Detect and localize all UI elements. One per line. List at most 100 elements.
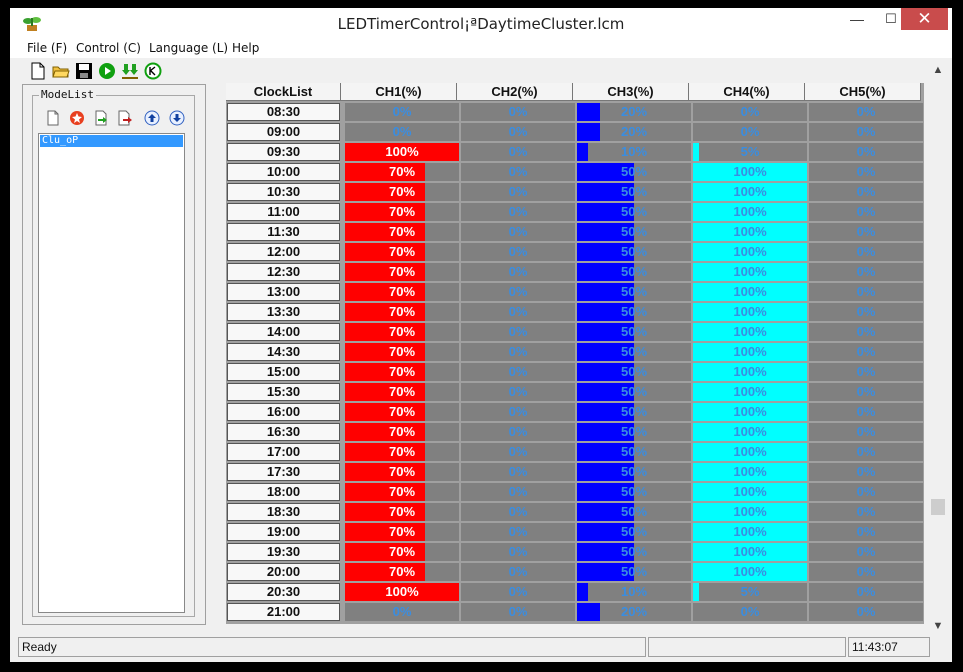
channel-1-cell[interactable]: 70% — [345, 163, 459, 181]
channel-3-cell[interactable]: 50% — [577, 283, 691, 301]
scroll-down-arrow[interactable]: ▼ — [932, 620, 944, 632]
channel-4-cell[interactable]: 100% — [693, 303, 807, 321]
menu-control[interactable]: Control (C) — [76, 41, 141, 55]
channel-3-cell[interactable]: 50% — [577, 243, 691, 261]
new-mode-icon[interactable] — [45, 110, 61, 126]
channel-3-cell[interactable]: 50% — [577, 163, 691, 181]
channel-3-cell[interactable]: 50% — [577, 203, 691, 221]
channel-2-cell[interactable]: 0% — [461, 523, 575, 541]
channel-1-cell[interactable]: 70% — [345, 323, 459, 341]
channel-1-cell[interactable]: 0% — [345, 123, 459, 141]
column-header-ch5[interactable]: CH5(%) — [805, 83, 921, 101]
clock-time-cell[interactable]: 20:00 — [227, 563, 340, 581]
channel-4-cell[interactable]: 100% — [693, 183, 807, 201]
channel-4-cell[interactable]: 100% — [693, 503, 807, 521]
channel-2-cell[interactable]: 0% — [461, 563, 575, 581]
clock-time-cell[interactable]: 15:30 — [227, 383, 340, 401]
clock-time-cell[interactable]: 17:00 — [227, 443, 340, 461]
clock-time-cell[interactable]: 08:30 — [227, 103, 340, 121]
channel-2-cell[interactable]: 0% — [461, 243, 575, 261]
channel-1-cell[interactable]: 70% — [345, 423, 459, 441]
channel-1-cell[interactable]: 100% — [345, 583, 459, 601]
column-header-clocklist[interactable]: ClockList — [226, 83, 341, 101]
clock-time-cell[interactable]: 10:00 — [227, 163, 340, 181]
channel-2-cell[interactable]: 0% — [461, 283, 575, 301]
channel-5-cell[interactable]: 0% — [809, 583, 923, 601]
channel-2-cell[interactable]: 0% — [461, 203, 575, 221]
column-header-ch2[interactable]: CH2(%) — [457, 83, 573, 101]
channel-4-cell[interactable]: 100% — [693, 523, 807, 541]
channel-3-cell[interactable]: 50% — [577, 443, 691, 461]
channel-4-cell[interactable]: 100% — [693, 203, 807, 221]
channel-4-cell[interactable]: 100% — [693, 223, 807, 241]
channel-2-cell[interactable]: 0% — [461, 143, 575, 161]
clock-time-cell[interactable]: 14:30 — [227, 343, 340, 361]
close-button[interactable]: ✕ — [901, 8, 948, 30]
channel-4-cell[interactable]: 100% — [693, 383, 807, 401]
open-folder-icon[interactable] — [52, 62, 70, 80]
delete-mode-icon[interactable] — [69, 110, 85, 126]
channel-3-cell[interactable]: 50% — [577, 383, 691, 401]
import-icon[interactable] — [93, 110, 109, 126]
move-down-icon[interactable] — [169, 110, 185, 126]
channel-3-cell[interactable]: 50% — [577, 183, 691, 201]
channel-3-cell[interactable]: 20% — [577, 123, 691, 141]
channel-5-cell[interactable]: 0% — [809, 203, 923, 221]
minimize-button[interactable]: — — [850, 11, 864, 27]
channel-2-cell[interactable]: 0% — [461, 603, 575, 621]
channel-5-cell[interactable]: 0% — [809, 403, 923, 421]
channel-2-cell[interactable]: 0% — [461, 483, 575, 501]
clock-time-cell[interactable]: 10:30 — [227, 183, 340, 201]
new-file-icon[interactable] — [29, 62, 47, 80]
channel-4-cell[interactable]: 100% — [693, 543, 807, 561]
mode-list-item-selected[interactable]: Clu_oP — [40, 135, 183, 147]
channel-3-cell[interactable]: 50% — [577, 343, 691, 361]
clock-time-cell[interactable]: 19:30 — [227, 543, 340, 561]
clock-time-cell[interactable]: 19:00 — [227, 523, 340, 541]
channel-5-cell[interactable]: 0% — [809, 303, 923, 321]
channel-5-cell[interactable]: 0% — [809, 383, 923, 401]
clock-time-cell[interactable]: 12:30 — [227, 263, 340, 281]
move-up-icon[interactable] — [144, 110, 160, 126]
clock-time-cell[interactable]: 16:30 — [227, 423, 340, 441]
channel-4-cell[interactable]: 100% — [693, 423, 807, 441]
channel-1-cell[interactable]: 70% — [345, 523, 459, 541]
menu-help[interactable]: Help — [232, 41, 260, 55]
channel-1-cell[interactable]: 70% — [345, 363, 459, 381]
channel-1-cell[interactable]: 70% — [345, 343, 459, 361]
channel-4-cell[interactable]: 100% — [693, 463, 807, 481]
channel-5-cell[interactable]: 0% — [809, 123, 923, 141]
channel-3-cell[interactable]: 50% — [577, 563, 691, 581]
channel-3-cell[interactable]: 20% — [577, 603, 691, 621]
clock-time-cell[interactable]: 12:00 — [227, 243, 340, 261]
channel-1-cell[interactable]: 70% — [345, 563, 459, 581]
channel-3-cell[interactable]: 50% — [577, 303, 691, 321]
channel-5-cell[interactable]: 0% — [809, 483, 923, 501]
channel-2-cell[interactable]: 0% — [461, 423, 575, 441]
channel-5-cell[interactable]: 0% — [809, 343, 923, 361]
clock-time-cell[interactable]: 17:30 — [227, 463, 340, 481]
menu-file[interactable]: File (F) — [27, 41, 68, 55]
channel-3-cell[interactable]: 10% — [577, 143, 691, 161]
clock-time-cell[interactable]: 13:00 — [227, 283, 340, 301]
channel-1-cell[interactable]: 0% — [345, 603, 459, 621]
clock-icon[interactable] — [144, 62, 162, 80]
channel-2-cell[interactable]: 0% — [461, 223, 575, 241]
channel-1-cell[interactable]: 0% — [345, 103, 459, 121]
clock-time-cell[interactable]: 11:00 — [227, 203, 340, 221]
channel-4-cell[interactable]: 100% — [693, 283, 807, 301]
channel-2-cell[interactable]: 0% — [461, 443, 575, 461]
channel-1-cell[interactable]: 70% — [345, 203, 459, 221]
channel-3-cell[interactable]: 50% — [577, 483, 691, 501]
play-icon[interactable] — [98, 62, 116, 80]
channel-5-cell[interactable]: 0% — [809, 143, 923, 161]
channel-5-cell[interactable]: 0% — [809, 503, 923, 521]
channel-5-cell[interactable]: 0% — [809, 323, 923, 341]
clock-time-cell[interactable]: 20:30 — [227, 583, 340, 601]
clock-time-cell[interactable]: 09:30 — [227, 143, 340, 161]
mode-list[interactable]: Clu_oP — [38, 133, 185, 613]
channel-1-cell[interactable]: 70% — [345, 543, 459, 561]
channel-1-cell[interactable]: 70% — [345, 443, 459, 461]
channel-2-cell[interactable]: 0% — [461, 123, 575, 141]
channel-5-cell[interactable]: 0% — [809, 463, 923, 481]
